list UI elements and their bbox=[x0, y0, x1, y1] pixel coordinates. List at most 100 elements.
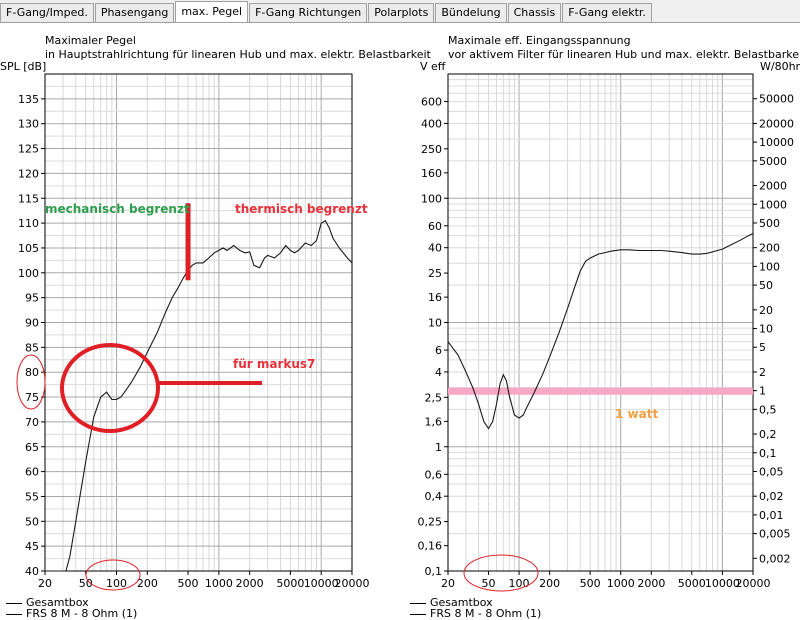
pegel-y-tick-label: 110 bbox=[18, 217, 39, 230]
spannung-x-tick-label: 200 bbox=[539, 577, 560, 590]
spannung-y2-tick-label: 0,05 bbox=[759, 465, 784, 478]
spannung-x-tick-label: 20 bbox=[441, 577, 455, 590]
spannung-y-tick-label: 0,1 bbox=[425, 565, 443, 578]
spannung-y2-tick-label: 1 bbox=[759, 385, 766, 398]
pegel-y-tick-label: 50 bbox=[25, 515, 39, 528]
spannung-y-tick-label: 0,16 bbox=[418, 540, 443, 553]
pegel-annotation-mechanisch: mechanisch begrenzt bbox=[45, 202, 190, 216]
pegel-plot-frame bbox=[44, 73, 353, 572]
legend-swatch bbox=[410, 602, 426, 604]
pegel-y-tick-label: 125 bbox=[18, 143, 39, 156]
pegel-x-tick-label: 2000 bbox=[236, 577, 264, 590]
spannung-x-tick-label: 20000 bbox=[736, 577, 771, 590]
spannung-y2-tick-label: 500 bbox=[759, 217, 780, 230]
pegel-y-tick-label: 75 bbox=[25, 391, 39, 404]
legend-entry-gesamtbox-left: Gesamtbox bbox=[6, 596, 89, 609]
pegel-y-tick-label: 60 bbox=[25, 466, 39, 479]
tab-max-pegel[interactable]: max. Pegel bbox=[175, 1, 249, 22]
spannung-y-tick-label: 60 bbox=[428, 220, 442, 233]
pegel-highlight-circle bbox=[60, 343, 160, 433]
spannung-y-tick-label: 1 bbox=[435, 441, 442, 454]
pegel-y-tick-label: 40 bbox=[25, 565, 39, 578]
spannung-y-tick-label: 400 bbox=[421, 117, 442, 130]
spannung-x-tick-label: 2000 bbox=[637, 577, 665, 590]
legend-swatch bbox=[6, 602, 22, 604]
tab-f-gang-richtungen[interactable]: F-Gang Richtungen bbox=[249, 3, 368, 22]
legend-entry-gesamtbox-right: Gesamtbox bbox=[410, 596, 493, 609]
spannung-y2-tick-label: 20 bbox=[759, 304, 773, 317]
tab-f-gang-elektr[interactable]: F-Gang elektr. bbox=[562, 3, 652, 22]
pegel-subtitle: in Hauptstrahlrichtung für linearen Hub … bbox=[45, 48, 432, 61]
spannung-annotation-1-watt: 1 watt bbox=[615, 407, 658, 421]
tab-polarplots[interactable]: Polarplots bbox=[368, 3, 435, 22]
spannung-x-tick-label: 5000 bbox=[678, 577, 706, 590]
spannung-title: Maximale eff. Eingangsspannung bbox=[448, 34, 631, 47]
spannung-series-line bbox=[447, 233, 754, 430]
pegel-series-line bbox=[45, 219, 353, 572]
spannung-y2-tick-label: 200 bbox=[759, 242, 780, 255]
pegel-y-tick-label: 100 bbox=[18, 267, 39, 280]
tab-phasengang[interactable]: Phasengang bbox=[94, 3, 175, 22]
spannung-y-tick-label: 100 bbox=[421, 192, 442, 205]
pegel-x-tick-label: 10000 bbox=[304, 577, 339, 590]
pegel-x-tick-label: 20 bbox=[38, 577, 52, 590]
pegel-y-tick-label: 65 bbox=[25, 441, 39, 454]
spannung-y-tick-label: 16 bbox=[428, 291, 442, 304]
spannung-y-tick-label: 4 bbox=[435, 366, 442, 379]
pegel-x-tick-label: 20000 bbox=[335, 577, 370, 590]
spannung-y-tick-label: 0,6 bbox=[425, 468, 443, 481]
spannung-x-tick-label: 10000 bbox=[705, 577, 740, 590]
pegel-x-tick-label: 200 bbox=[137, 577, 158, 590]
pegel-y-tick-label: 115 bbox=[18, 192, 39, 205]
spannung-y2-tick-label: 0,01 bbox=[759, 509, 784, 522]
spannung-y2-tick-label: 20000 bbox=[759, 117, 794, 130]
charts-canvas: 4045505560657075808590951001051101151201… bbox=[0, 34, 800, 592]
spannung-y-tick-label: 25 bbox=[428, 267, 442, 280]
spannung-y-tick-label: 250 bbox=[421, 143, 442, 156]
tab-chassis[interactable]: Chassis bbox=[507, 3, 562, 22]
legend-entry-frs-right: FRS 8 M - 8 Ohm (1) bbox=[410, 607, 541, 620]
spannung-y-tick-label: 1,6 bbox=[425, 415, 443, 428]
legend-swatch bbox=[410, 613, 426, 615]
spannung-y2-tick-label: 10 bbox=[759, 323, 773, 336]
spannung-x-tick-label: 50 bbox=[481, 577, 495, 590]
spannung-y2-tick-label: 0,1 bbox=[759, 447, 777, 460]
pegel-y-tick-label: 130 bbox=[18, 118, 39, 131]
pegel-y-tick-label: 55 bbox=[25, 490, 39, 503]
pegel-y-tick-label: 85 bbox=[25, 341, 39, 354]
spannung-y-tick-label: 160 bbox=[421, 167, 442, 180]
spannung-y2-tick-label: 0,005 bbox=[759, 528, 791, 541]
spannung-y2-tick-label: 2 bbox=[759, 366, 766, 379]
pegel-y-tick-label: 45 bbox=[25, 540, 39, 553]
spannung-x-tick-label: 500 bbox=[580, 577, 601, 590]
spannung-x-tick-label: 100 bbox=[509, 577, 530, 590]
spannung-y2-tick-label: 10000 bbox=[759, 136, 794, 149]
pegel-x-tick-label: 5000 bbox=[276, 577, 304, 590]
spannung-y2-tick-label: 50 bbox=[759, 279, 773, 292]
spannung-y-tick-label: 40 bbox=[428, 242, 442, 255]
spannung-y2-tick-label: 0,5 bbox=[759, 403, 777, 416]
legend-swatch bbox=[6, 613, 22, 615]
pegel-annotation-thermisch: thermisch begrenzt bbox=[235, 202, 368, 216]
spannung-y2-tick-label: 5000 bbox=[759, 155, 787, 168]
spannung-y-tick-label: 10 bbox=[428, 317, 442, 330]
pegel-y-tick-label: 105 bbox=[18, 242, 39, 255]
spannung-y2-tick-label: 0,2 bbox=[759, 428, 777, 441]
pegel-title: Maximaler Pegel bbox=[45, 34, 136, 47]
pegel-y-tick-label: 95 bbox=[25, 292, 39, 305]
spannung-y-tick-label: 6 bbox=[435, 344, 442, 357]
tab-f-gang-imped[interactable]: F-Gang/Imped. bbox=[0, 3, 94, 22]
spannung-y2-tick-label: 50000 bbox=[759, 93, 794, 106]
spannung-y-tick-label: 2,5 bbox=[425, 391, 443, 404]
spannung-subtitle: vor aktivem Filter für linearen Hub und … bbox=[448, 48, 800, 61]
legend-entry-frs-left: FRS 8 M - 8 Ohm (1) bbox=[6, 607, 137, 620]
spannung-y2-tick-label: 5 bbox=[759, 341, 766, 354]
pegel-x-tick-label: 500 bbox=[178, 577, 199, 590]
spannung-y-tick-label: 0,25 bbox=[418, 516, 443, 529]
tab-buendelung[interactable]: Bündelung bbox=[435, 3, 507, 22]
pegel-y-tick-label: 90 bbox=[25, 317, 39, 330]
pegel-y-label-circle bbox=[16, 354, 46, 410]
spannung-y2-tick-label: 2000 bbox=[759, 180, 787, 193]
pegel-y-tick-label: 135 bbox=[18, 93, 39, 106]
spannung-x-label-circle bbox=[463, 554, 539, 592]
